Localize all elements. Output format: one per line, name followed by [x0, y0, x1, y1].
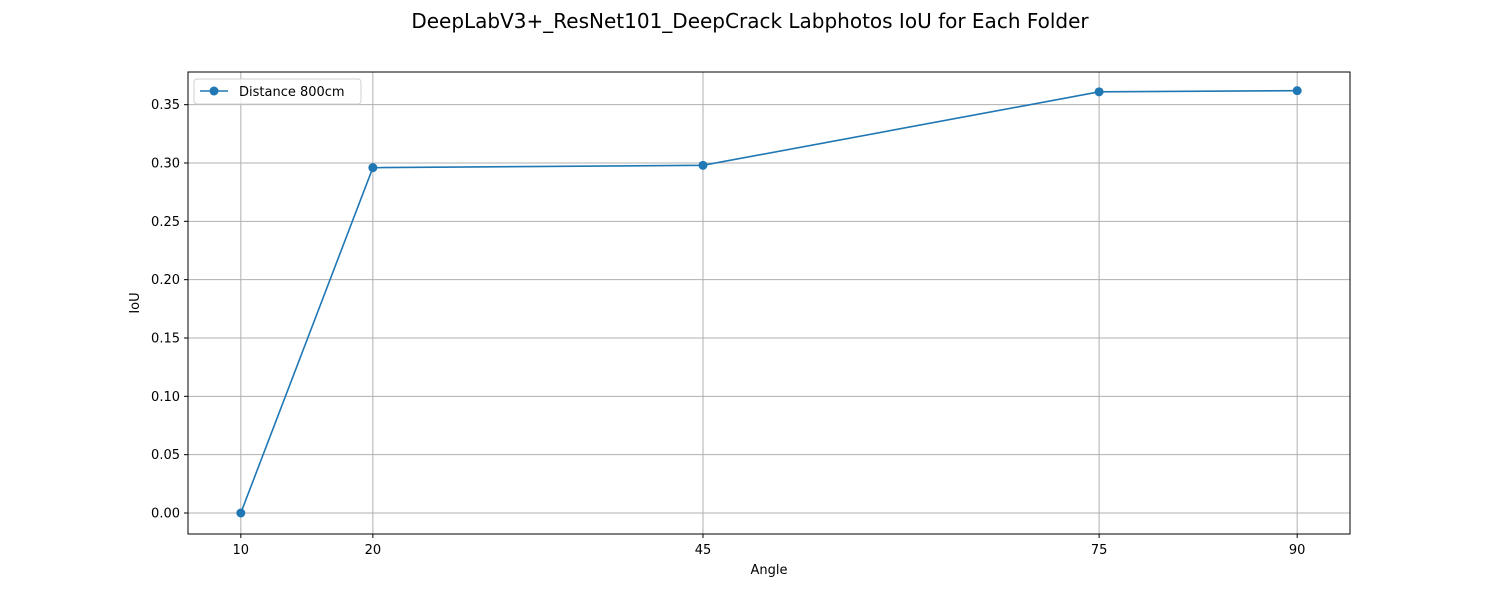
legend-box	[193, 78, 362, 105]
series-group	[236, 86, 1302, 518]
x-axis-label: Angle	[751, 563, 788, 578]
data-point	[1292, 86, 1302, 96]
y-tick-label: 0.35	[151, 98, 180, 113]
y-tick-label: 0.05	[151, 448, 180, 463]
y-axis: 0.00 0.05 0.10 0.15 0.20 0.25 0.30 0.35	[151, 98, 188, 522]
y-tick-label: 0.25	[151, 215, 180, 230]
x-tick-label: 10	[233, 543, 250, 558]
chart-title: DeepLabV3+_ResNet101_DeepCrack Labphotos…	[411, 9, 1089, 33]
grid	[188, 72, 1350, 534]
data-point	[236, 508, 246, 518]
x-tick-label: 75	[1091, 543, 1108, 558]
legend: Distance 800cm	[193, 78, 362, 105]
y-tick-label: 0.10	[151, 390, 180, 405]
data-point	[698, 160, 708, 170]
x-tick-label: 20	[365, 543, 382, 558]
data-point	[368, 163, 378, 173]
y-tick-label: 0.15	[151, 332, 180, 347]
series-line	[240, 89, 1298, 514]
data-point	[1094, 87, 1104, 97]
legend-marker-swatch	[209, 86, 219, 96]
y-axis-label: IoU	[128, 292, 143, 313]
x-axis: 10 20 45 75 90	[233, 534, 1306, 558]
legend-label: Distance 800cm	[239, 85, 345, 100]
y-tick-label: 0.30	[151, 157, 180, 172]
y-tick-label: 0.00	[151, 507, 180, 522]
plot-frame	[187, 71, 1351, 535]
x-tick-label: 90	[1289, 543, 1306, 558]
x-tick-label: 45	[695, 543, 712, 558]
y-tick-label: 0.20	[151, 273, 180, 288]
